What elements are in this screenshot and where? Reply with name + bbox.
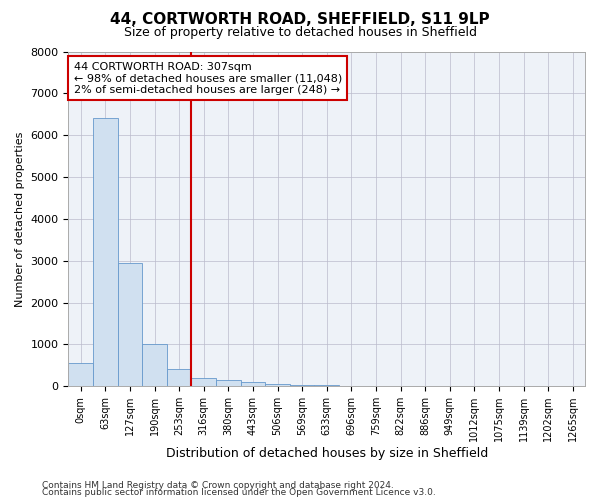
Bar xyxy=(265,384,290,386)
Bar xyxy=(216,380,241,386)
Text: 44, CORTWORTH ROAD, SHEFFIELD, S11 9LP: 44, CORTWORTH ROAD, SHEFFIELD, S11 9LP xyxy=(110,12,490,28)
Bar xyxy=(68,363,93,386)
Bar xyxy=(290,385,314,386)
X-axis label: Distribution of detached houses by size in Sheffield: Distribution of detached houses by size … xyxy=(166,447,488,460)
Text: Contains HM Land Registry data © Crown copyright and database right 2024.: Contains HM Land Registry data © Crown c… xyxy=(42,480,394,490)
Bar xyxy=(142,344,167,386)
Bar xyxy=(241,382,265,386)
Text: Contains public sector information licensed under the Open Government Licence v3: Contains public sector information licen… xyxy=(42,488,436,497)
Text: 44 CORTWORTH ROAD: 307sqm
← 98% of detached houses are smaller (11,048)
2% of se: 44 CORTWORTH ROAD: 307sqm ← 98% of detac… xyxy=(74,62,342,94)
Bar xyxy=(118,263,142,386)
Bar xyxy=(167,370,191,386)
Y-axis label: Number of detached properties: Number of detached properties xyxy=(15,131,25,306)
Text: Size of property relative to detached houses in Sheffield: Size of property relative to detached ho… xyxy=(124,26,476,39)
Bar xyxy=(191,378,216,386)
Bar xyxy=(93,118,118,386)
